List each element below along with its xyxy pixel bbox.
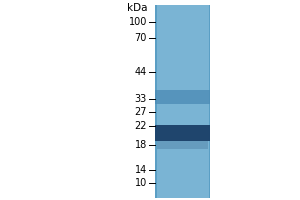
Text: 18: 18 — [135, 140, 147, 150]
Text: 44: 44 — [135, 67, 147, 77]
Text: 100: 100 — [129, 17, 147, 27]
Bar — [208, 5, 210, 198]
Text: 33: 33 — [135, 94, 147, 104]
Bar — [155, 5, 157, 198]
Bar — [157, 141, 208, 149]
Text: 27: 27 — [134, 107, 147, 117]
Text: kDa: kDa — [127, 3, 147, 13]
Bar — [155, 5, 210, 198]
Text: 70: 70 — [135, 33, 147, 43]
Text: 22: 22 — [134, 121, 147, 131]
Bar — [155, 90, 210, 104]
Text: 14: 14 — [135, 165, 147, 175]
Bar — [155, 125, 210, 141]
Text: 10: 10 — [135, 178, 147, 188]
